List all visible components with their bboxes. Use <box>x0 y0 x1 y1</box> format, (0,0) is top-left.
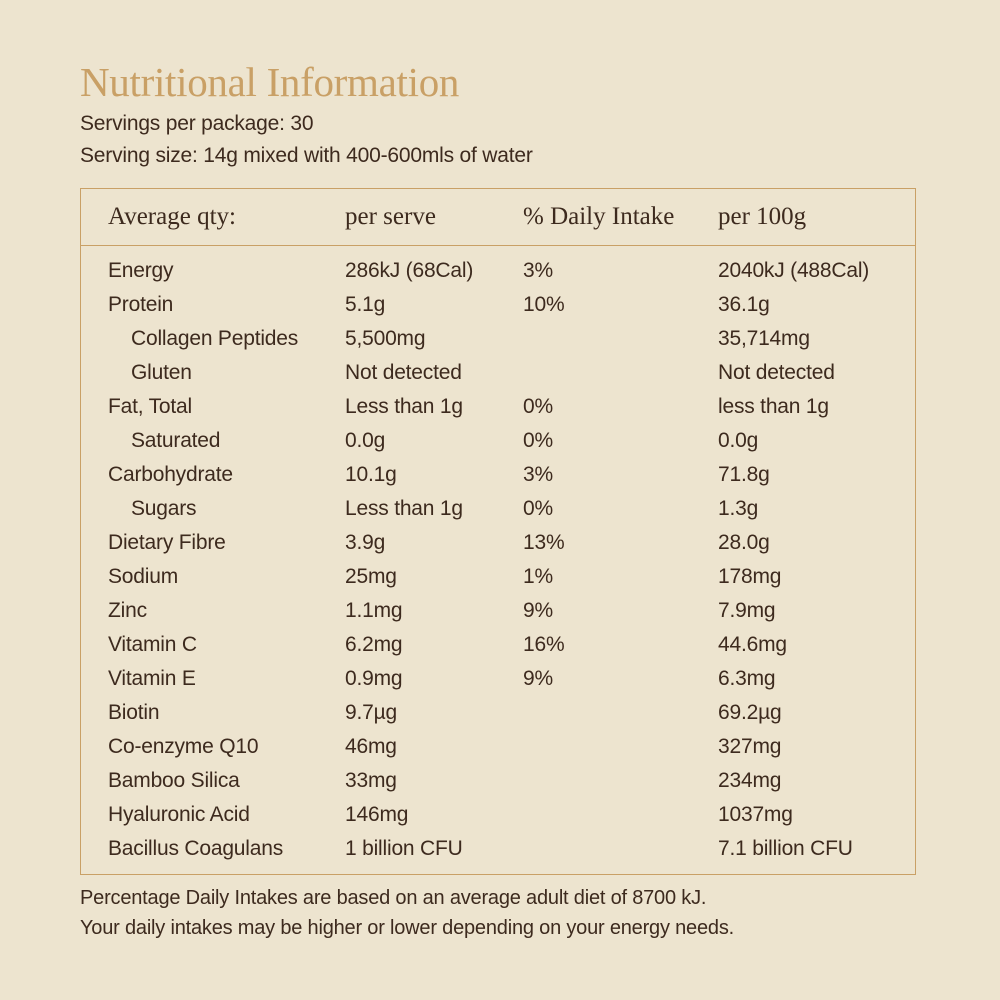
per-serve-value: 33mg <box>345 769 397 792</box>
per-serve-value: 1.1mg <box>345 599 403 622</box>
table-row: Biotin 9.7µg 69.2µg <box>81 701 915 735</box>
table-row: Hyaluronic Acid 146mg 1037mg <box>81 803 915 837</box>
header-daily-intake: % Daily Intake <box>523 203 675 230</box>
daily-intake-value: 1% <box>523 565 553 588</box>
table-row: Dietary Fibre 3.9g 13% 28.0g <box>81 531 915 565</box>
table-row: Sugars Less than 1g 0% 1.3g <box>81 497 915 531</box>
per-100g-value: 2040kJ (488Cal) <box>718 259 870 282</box>
per-100g-value: 178mg <box>718 565 782 588</box>
header-per-100g: per 100g <box>718 203 807 230</box>
footnote-daily-intake-basis: Percentage Daily Intakes are based on an… <box>80 887 707 909</box>
footnote-daily-intake-variation: Your daily intakes may be higher or lowe… <box>80 917 734 939</box>
per-serve-value: 25mg <box>345 565 397 588</box>
daily-intake-value: 0% <box>523 429 553 452</box>
per-serve-value: 286kJ (68Cal) <box>345 259 474 282</box>
table-row: Saturated 0.0g 0% 0.0g <box>81 429 915 463</box>
per-serve-value: Less than 1g <box>345 395 463 418</box>
per-serve-value: 5.1g <box>345 293 386 316</box>
per-100g-value: 234mg <box>718 769 782 792</box>
daily-intake-value: 10% <box>523 293 565 316</box>
table-row: Bamboo Silica 33mg 234mg <box>81 769 915 803</box>
per-100g-value: 1037mg <box>718 803 793 826</box>
daily-intake-value: 9% <box>523 599 553 622</box>
header-per-serve: per serve <box>345 203 436 230</box>
per-serve-value: 146mg <box>345 803 409 826</box>
per-100g-value: Not detected <box>718 361 835 384</box>
per-100g-value: 71.8g <box>718 463 770 486</box>
nutrient-name: Dietary Fibre <box>108 531 226 554</box>
table-row: Co-enzyme Q10 46mg 327mg <box>81 735 915 769</box>
per-serve-value: 6.2mg <box>345 633 403 656</box>
per-serve-value: 0.0g <box>345 429 386 452</box>
nutrient-name: Co-enzyme Q10 <box>108 735 259 758</box>
per-100g-value: 7.1 billion CFU <box>718 837 853 860</box>
per-100g-value: 327mg <box>718 735 782 758</box>
daily-intake-value: 9% <box>523 667 553 690</box>
daily-intake-value: 3% <box>523 463 553 486</box>
per-serve-value: 0.9mg <box>345 667 403 690</box>
per-100g-value: 1.3g <box>718 497 759 520</box>
per-100g-value: 35,714mg <box>718 327 810 350</box>
header-average-qty: Average qty: <box>108 203 236 230</box>
table-row: Energy 286kJ (68Cal) 3% 2040kJ (488Cal) <box>81 259 915 293</box>
nutrient-name: Collagen Peptides <box>131 327 299 350</box>
nutrient-name: Saturated <box>131 429 221 452</box>
nutrient-name: Vitamin E <box>108 667 196 690</box>
nutrient-name: Protein <box>108 293 174 316</box>
nutrient-name: Hyaluronic Acid <box>108 803 250 826</box>
per-serve-value: 9.7µg <box>345 701 397 724</box>
daily-intake-value: 0% <box>523 497 553 520</box>
nutrition-table: Average qty: per serve % Daily Intake pe… <box>80 188 916 875</box>
nutrient-name: Fat, Total <box>108 395 192 418</box>
page-title: Nutritional Information <box>80 59 460 105</box>
per-100g-value: less than 1g <box>718 395 829 418</box>
per-serve-value: 1 billion CFU <box>345 837 463 860</box>
table-row: Collagen Peptides 5,500mg 35,714mg <box>81 327 915 361</box>
table-row: Fat, Total Less than 1g 0% less than 1g <box>81 395 915 429</box>
table-row: Vitamin E 0.9mg 9% 6.3mg <box>81 667 915 701</box>
per-serve-value: Not detected <box>345 361 462 384</box>
per-serve-value: 3.9g <box>345 531 386 554</box>
daily-intake-value: 3% <box>523 259 553 282</box>
daily-intake-value: 16% <box>523 633 565 656</box>
per-serve-value: 5,500mg <box>345 327 426 350</box>
table-row: Sodium 25mg 1% 178mg <box>81 565 915 599</box>
nutrient-name: Bamboo Silica <box>108 769 240 792</box>
nutrient-name: Carbohydrate <box>108 463 233 486</box>
table-row: Bacillus Coagulans 1 billion CFU 7.1 billi… <box>81 837 915 871</box>
per-serve-value: 46mg <box>345 735 397 758</box>
table-header: Average qty: per serve % Daily Intake pe… <box>81 189 915 246</box>
table-row: Protein 5.1g 10% 36.1g <box>81 293 915 327</box>
per-100g-value: 28.0g <box>718 531 770 554</box>
servings-per-package: Servings per package: 30 <box>80 112 314 135</box>
per-serve-value: 10.1g <box>345 463 397 486</box>
daily-intake-value: 0% <box>523 395 553 418</box>
nutrient-name: Sugars <box>131 497 197 520</box>
per-100g-value: 69.2µg <box>718 701 782 724</box>
nutrient-name: Biotin <box>108 701 160 724</box>
per-100g-value: 0.0g <box>718 429 759 452</box>
table-row: Carbohydrate 10.1g 3% 71.8g <box>81 463 915 497</box>
per-100g-value: 6.3mg <box>718 667 776 690</box>
nutrient-name: Energy <box>108 259 174 282</box>
per-100g-value: 36.1g <box>718 293 770 316</box>
table-row: Vitamin C 6.2mg 16% 44.6mg <box>81 633 915 667</box>
nutrient-name: Bacillus Coagulans <box>108 837 284 860</box>
nutrient-name: Zinc <box>108 599 147 622</box>
nutrient-name: Gluten <box>131 361 192 384</box>
serving-size: Serving size: 14g mixed with 400-600mls … <box>80 144 533 167</box>
table-row: Zinc 1.1mg 9% 7.9mg <box>81 599 915 633</box>
per-serve-value: Less than 1g <box>345 497 463 520</box>
per-100g-value: 44.6mg <box>718 633 787 656</box>
nutrient-name: Sodium <box>108 565 179 588</box>
table-row: Gluten Not detected Not detected <box>81 361 915 395</box>
per-100g-value: 7.9mg <box>718 599 776 622</box>
nutrient-name: Vitamin C <box>108 633 197 656</box>
daily-intake-value: 13% <box>523 531 565 554</box>
